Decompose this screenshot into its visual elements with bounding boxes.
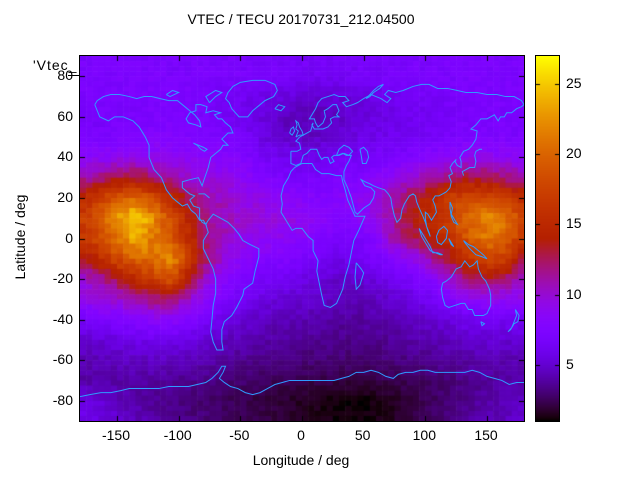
colorbar [535, 55, 560, 422]
coastline-path [441, 261, 490, 316]
coastline-path [193, 143, 207, 151]
y-tick-label: 60 [57, 107, 73, 124]
coastline-path [508, 309, 519, 331]
coastline-path [436, 226, 447, 244]
coastline-path [481, 322, 485, 326]
coastline-path [206, 90, 222, 102]
coastline-path [366, 84, 383, 98]
colorbar-tick-label: 25 [566, 75, 582, 92]
coastlines-overlay [80, 56, 524, 421]
coastline-path [464, 241, 487, 259]
key-sample-line [68, 75, 79, 76]
coastline-path [166, 90, 178, 96]
coastline-path [80, 366, 524, 396]
plot-area [79, 55, 525, 422]
colorbar-canvas [536, 56, 559, 421]
y-tick-label: -20 [52, 270, 73, 287]
x-axis-label: Longitude / deg [252, 452, 350, 468]
coastline-path [290, 127, 295, 135]
y-tick-label: -60 [52, 351, 73, 368]
heatmap-canvas [80, 56, 524, 421]
y-tick-label: 0 [65, 229, 73, 246]
y-tick-label: -40 [52, 310, 73, 327]
x-tick-label: 100 [412, 427, 436, 443]
x-tick-label: -100 [163, 427, 192, 443]
colorbar-tick-label: 10 [566, 285, 582, 302]
coastline-path [419, 228, 442, 254]
coastline-path [203, 214, 258, 350]
coastline-path [462, 149, 482, 175]
colorbar-tick-label: 15 [566, 215, 582, 232]
y-tick-label: 20 [57, 188, 73, 205]
y-axis-label: Latitude / deg [12, 194, 28, 280]
x-tick-label: 50 [354, 427, 371, 443]
y-tick-label: -80 [52, 391, 73, 408]
coastline-path [275, 105, 285, 111]
coastline-path [95, 95, 233, 225]
colorbar-tick-label: 5 [566, 355, 574, 372]
x-tick-label: 0 [297, 427, 305, 443]
y-tick-label: 40 [57, 148, 73, 165]
key-label: 'Vtec_ [33, 57, 78, 73]
coastline-path [291, 84, 524, 236]
coastline-path [355, 263, 364, 289]
coastline-path [226, 80, 278, 116]
coastline-path [450, 202, 457, 224]
coastline-path [337, 145, 353, 155]
colorbar-tick-label: 20 [566, 145, 582, 162]
x-tick-label: -150 [101, 427, 131, 443]
y-tick-label: 80 [57, 67, 73, 84]
coastline-path [360, 147, 369, 163]
coastline-path [296, 121, 303, 137]
x-tick-label: 150 [474, 427, 498, 443]
x-tick-label: -50 [229, 427, 250, 443]
chart-title: VTEC / TECU 20170731_212.04500 [187, 11, 415, 27]
coastline-path [198, 194, 209, 198]
coastline-path [281, 163, 365, 307]
coastline-path [449, 239, 454, 247]
